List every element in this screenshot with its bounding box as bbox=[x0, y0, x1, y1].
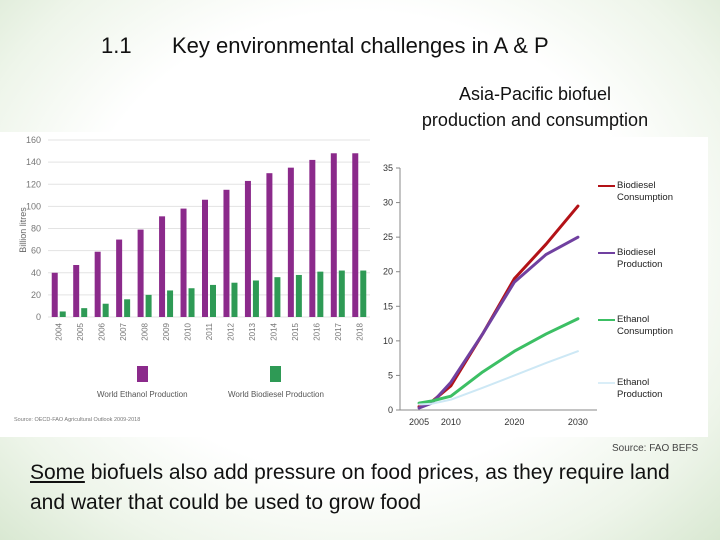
bar-ethanol-2012 bbox=[223, 189, 230, 317]
bar-biodiesel-2014 bbox=[274, 277, 281, 317]
bar-x-tick-label: 2017 bbox=[334, 322, 343, 340]
bar-x-tick-label: 2010 bbox=[184, 322, 193, 340]
legend-ethanol-label: World Ethanol Production bbox=[97, 390, 188, 399]
bar-ethanol-2016 bbox=[309, 159, 316, 317]
line-y-tick-label: 0 bbox=[388, 405, 393, 415]
bar-y-tick-label: 160 bbox=[26, 135, 41, 145]
legend-label: Production bbox=[617, 389, 662, 400]
line-y-tick-label: 15 bbox=[383, 301, 393, 311]
line-x-tick-label: 2010 bbox=[441, 417, 461, 427]
bar-y-tick-label: 0 bbox=[36, 312, 41, 322]
line-y-tick-label: 35 bbox=[383, 163, 393, 173]
bar-ethanol-2017 bbox=[330, 153, 337, 317]
bar-biodiesel-2018 bbox=[360, 270, 367, 317]
bar-ethanol-2011 bbox=[202, 199, 208, 317]
bar-biodiesel-2016 bbox=[317, 271, 324, 317]
bar-x-tick-label: 2012 bbox=[226, 322, 235, 340]
bar-biodiesel-2009 bbox=[167, 290, 174, 317]
line-y-tick-label: 5 bbox=[388, 370, 393, 380]
bar-chart-background bbox=[0, 132, 380, 437]
bar-y-tick-label: 80 bbox=[31, 224, 41, 234]
slide-title: Key environmental challenges in A & P bbox=[172, 33, 549, 58]
bar-biodiesel-2004 bbox=[59, 311, 66, 317]
bar-biodiesel-2015 bbox=[295, 274, 302, 317]
bar-x-tick-label: 2004 bbox=[55, 322, 64, 340]
bar-x-tick-label: 2015 bbox=[291, 322, 300, 340]
bar-y-tick-label: 100 bbox=[26, 201, 41, 211]
legend-label: Ethanol bbox=[617, 377, 649, 388]
bottom-rest: biofuels also add pressure on food price… bbox=[30, 461, 670, 514]
bar-biodiesel-2012 bbox=[231, 282, 238, 317]
bar-y-tick-label: 40 bbox=[31, 268, 41, 278]
bar-chart-source: Source: OECD-FAO Agricultural Outlook 20… bbox=[14, 417, 140, 423]
bar-ethanol-2013 bbox=[244, 180, 251, 317]
panel-title-line2: production and consumption bbox=[421, 110, 649, 130]
asia-pacific-line-chart: 0 5 10 15 20 25 30 35 2005 2010 2020 2030 Biodiese… bbox=[372, 137, 708, 437]
bar-biodiesel-2007 bbox=[124, 299, 131, 317]
line-y-tick-label: 20 bbox=[383, 267, 393, 277]
series-ethanol-production-line bbox=[418, 350, 579, 406]
line-y-tick-label: 25 bbox=[383, 232, 393, 242]
bar-biodiesel-2010 bbox=[188, 288, 195, 317]
line-y-tick-label: 10 bbox=[383, 336, 393, 346]
bar-x-tick-label: 2013 bbox=[248, 322, 257, 340]
bottom-statement: Some biofuels also add pressure on food … bbox=[30, 458, 710, 518]
panel-title: Asia-Pacific biofuel production and cons… bbox=[385, 81, 685, 133]
bar-biodiesel-2006 bbox=[102, 303, 109, 317]
bar-chart-y-axis-label: Billion litres bbox=[18, 207, 28, 253]
bar-ethanol-2005 bbox=[73, 265, 80, 317]
line-x-tick-label: 2020 bbox=[504, 417, 524, 427]
legend-label: Ethanol bbox=[617, 314, 649, 325]
bar-x-tick-label: 2007 bbox=[119, 322, 128, 340]
bar-x-tick-label: 2009 bbox=[162, 322, 171, 340]
bar-y-tick-label: 20 bbox=[31, 290, 41, 300]
line-x-tick-label: 2005 bbox=[409, 417, 429, 427]
panel-title-line1: Asia-Pacific biofuel bbox=[458, 84, 612, 104]
legend-label: Biodiesel bbox=[617, 247, 656, 258]
bottom-emphasis: Some bbox=[30, 461, 85, 484]
bar-ethanol-2004 bbox=[51, 272, 58, 317]
bar-ethanol-2010 bbox=[180, 208, 187, 317]
legend-biodiesel-label: World Biodiesel Production bbox=[228, 390, 324, 399]
bar-biodiesel-2011 bbox=[210, 284, 216, 317]
bar-y-tick-label: 60 bbox=[31, 246, 41, 256]
legend-ethanol-swatch bbox=[137, 366, 148, 382]
world-biofuel-bar-chart: 0 20 40 60 80 100 120 140 160 2004 2005 2006 2007 20… bbox=[0, 132, 380, 437]
line-chart-background bbox=[372, 137, 708, 437]
bar-ethanol-2009 bbox=[159, 216, 166, 317]
slide-number: 1.1 bbox=[101, 33, 132, 58]
bar-ethanol-2006 bbox=[94, 251, 101, 317]
bar-x-tick-label: 2018 bbox=[355, 322, 364, 340]
legend-label: Consumption bbox=[617, 326, 673, 337]
bar-x-tick-label: 2011 bbox=[205, 322, 214, 340]
bar-x-tick-label: 2014 bbox=[269, 322, 278, 340]
bar-biodiesel-2017 bbox=[338, 270, 345, 317]
bar-biodiesel-2013 bbox=[252, 280, 259, 317]
line-x-tick-label: 2030 bbox=[568, 417, 588, 427]
series-ethanol-consumption-line bbox=[417, 317, 580, 405]
source-note: Source: FAO BEFS bbox=[612, 443, 699, 454]
bar-y-tick-label: 120 bbox=[26, 179, 41, 189]
bar-biodiesel-2005 bbox=[81, 308, 88, 317]
bar-y-tick-label: 140 bbox=[26, 157, 41, 167]
legend-label: Production bbox=[617, 259, 662, 270]
bar-x-tick-label: 2008 bbox=[141, 322, 150, 340]
legend-biodiesel-swatch bbox=[270, 366, 281, 382]
bar-x-tick-label: 2006 bbox=[98, 322, 107, 340]
line-y-tick-label: 30 bbox=[383, 198, 393, 208]
bar-ethanol-2014 bbox=[266, 173, 273, 317]
bar-ethanol-2015 bbox=[287, 167, 294, 317]
bar-biodiesel-2008 bbox=[145, 294, 152, 317]
bar-ethanol-2007 bbox=[116, 239, 123, 317]
bar-ethanol-2018 bbox=[352, 153, 359, 317]
bar-x-tick-label: 2005 bbox=[76, 322, 85, 340]
legend-label: Consumption bbox=[617, 192, 673, 203]
bar-x-tick-label: 2016 bbox=[312, 322, 321, 340]
legend-label: Biodiesel bbox=[617, 180, 656, 191]
bar-ethanol-2008 bbox=[137, 229, 144, 317]
